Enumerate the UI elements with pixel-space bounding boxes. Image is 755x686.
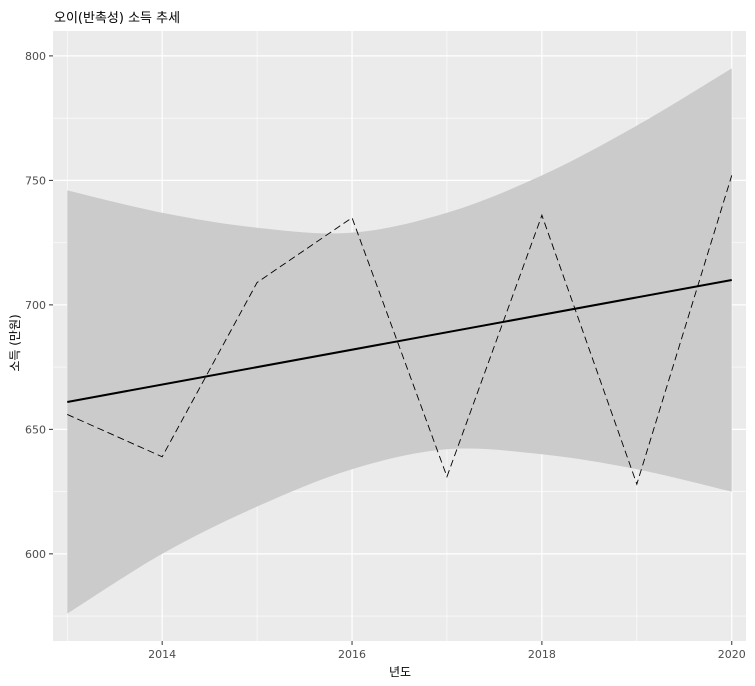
trend-line — [67, 278, 732, 403]
y-axis-title: 소득 (만원) — [8, 314, 22, 371]
y-tick-label: 650 — [25, 423, 46, 436]
x-axis-ticks: 2014 2016 2018 2020 — [148, 641, 746, 661]
x-tick-label: 2016 — [338, 648, 366, 661]
y-tick-label: 700 — [25, 299, 46, 312]
x-axis-title: 년도 — [389, 665, 411, 679]
x-tick-label: 2020 — [718, 648, 746, 661]
x-tick-label: 2018 — [528, 648, 556, 661]
chart-title: 오이(반촉성) 소득 추세 — [54, 11, 180, 26]
y-tick-label: 600 — [25, 548, 46, 561]
x-tick-label: 2014 — [148, 648, 176, 661]
y-tick-label: 750 — [25, 174, 46, 187]
y-tick-label: 800 — [25, 50, 46, 63]
series-dashed-line — [67, 175, 733, 486]
y-axis-ticks: 600 650 700 750 800 — [25, 50, 53, 561]
